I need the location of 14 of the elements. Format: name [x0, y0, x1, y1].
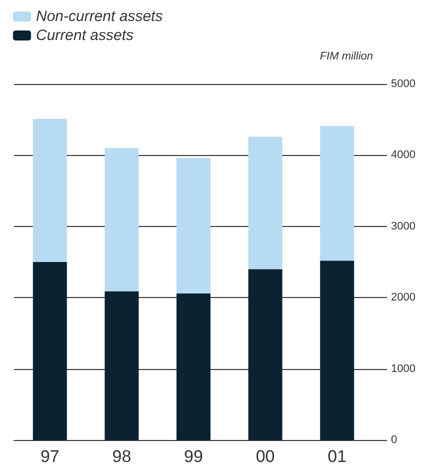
y-tick-label: 5000: [391, 78, 416, 90]
x-tick-label: 01: [328, 447, 347, 466]
y-tick-label: 3000: [391, 220, 416, 232]
y-tick-label: 1000: [391, 362, 416, 375]
x-tick-label: 99: [184, 447, 203, 466]
y-axis-title: FIM million: [320, 50, 373, 62]
x-tick-label: 00: [256, 447, 275, 466]
legend-label: Non-current assets: [36, 8, 164, 25]
x-tick-label: 98: [112, 447, 132, 466]
legend-label: Current assets: [36, 27, 134, 44]
y-tick-label: 4000: [391, 149, 416, 162]
x-tick-label: 97: [40, 447, 60, 466]
y-tick-label: 0: [391, 434, 398, 446]
y-tick-label: 2000: [391, 292, 416, 304]
